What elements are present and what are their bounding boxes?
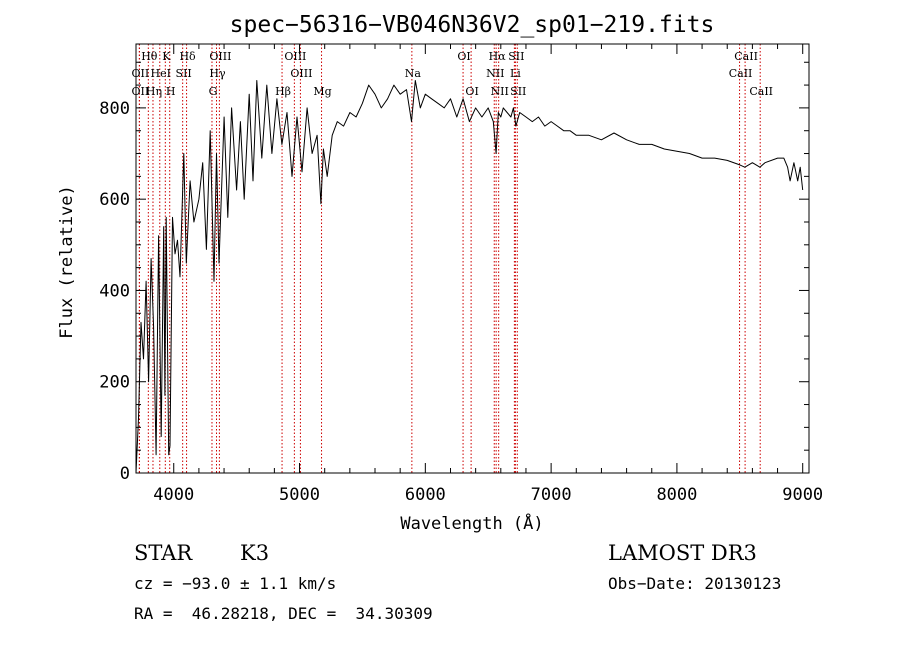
x-tick-label: 4000 bbox=[153, 485, 194, 505]
spectral-line-label: CaII bbox=[729, 67, 753, 80]
y-tick-label: 400 bbox=[99, 281, 130, 301]
x-tick-label: 9000 bbox=[782, 485, 823, 505]
spectral-line-label: NII bbox=[486, 67, 504, 80]
spectral-line-label: Hδ bbox=[179, 50, 196, 63]
spectral-line-label: OI bbox=[465, 85, 478, 98]
spectral-line-label: NII bbox=[491, 85, 509, 98]
spectral-line-label: OIII bbox=[290, 67, 312, 80]
spectral-line-label: HeI bbox=[151, 67, 171, 80]
spectral-line-markers bbox=[138, 44, 761, 473]
spectral-line-label: SII bbox=[176, 67, 192, 80]
chart-title: spec−56316−VB046N36V2_sp01−219.fits bbox=[230, 12, 715, 38]
redshift-text: cz = −93.0 ± 1.1 km/s bbox=[134, 574, 336, 593]
spectral-line-label: Li bbox=[510, 67, 521, 80]
spectral-line-label: Mg bbox=[313, 85, 331, 98]
spectrum-series-group bbox=[135, 80, 804, 474]
spectral-line-label: OII bbox=[132, 67, 150, 80]
spectral-line-label: OIII bbox=[284, 50, 306, 63]
x-axis-label: Wavelength (Å) bbox=[400, 512, 543, 534]
y-tick-label: 0 bbox=[120, 464, 130, 484]
spectral-line-label: Hα bbox=[489, 50, 507, 63]
x-tick-label: 6000 bbox=[405, 485, 446, 505]
survey-name: LAMOST DR3 bbox=[608, 541, 757, 565]
y-tick-label: 600 bbox=[99, 190, 130, 210]
spectral-line-label: K bbox=[162, 50, 171, 63]
spectral-line-label: Hβ bbox=[275, 85, 291, 98]
object-type: STAR bbox=[134, 541, 193, 565]
spectral-line-label: SII bbox=[510, 85, 526, 98]
x-tick-label: 8000 bbox=[656, 485, 697, 505]
spectrum-line bbox=[135, 80, 804, 474]
spectral-line-label: Hθ bbox=[141, 50, 158, 63]
y-axis-label: Flux (relative) bbox=[57, 185, 77, 339]
spectral-line-label: G bbox=[209, 85, 218, 98]
spectral-subclass: K3 bbox=[240, 541, 269, 565]
spectral-line-label: OIII bbox=[209, 50, 231, 63]
plot-frame bbox=[135, 43, 810, 474]
y-axis-ticks: 0 200 400 600 800 bbox=[99, 61, 809, 484]
coordinates: RA = 46.28218, DEC = 34.30309 bbox=[134, 604, 433, 623]
spectral-line-label: Hγ bbox=[209, 67, 226, 80]
obs-date: Obs−Date: 20130123 bbox=[608, 574, 781, 593]
x-tick-label: 7000 bbox=[531, 485, 572, 505]
x-tick-label: 5000 bbox=[279, 485, 320, 505]
spectral-line-label: SII bbox=[508, 50, 524, 63]
x-axis-ticks: 4000 5000 6000 7000 8000 9000 bbox=[153, 44, 823, 505]
spectral-line-label: CaII bbox=[734, 50, 758, 63]
spectral-line-label: H bbox=[166, 85, 176, 98]
spectral-line-label: Na bbox=[405, 67, 422, 80]
y-tick-label: 200 bbox=[99, 373, 130, 393]
y-tick-label: 800 bbox=[99, 99, 130, 119]
spectral-line-label: OI bbox=[457, 50, 470, 63]
spectral-line-label: Hη bbox=[146, 85, 162, 98]
spectral-line-label: CaII bbox=[749, 85, 773, 98]
